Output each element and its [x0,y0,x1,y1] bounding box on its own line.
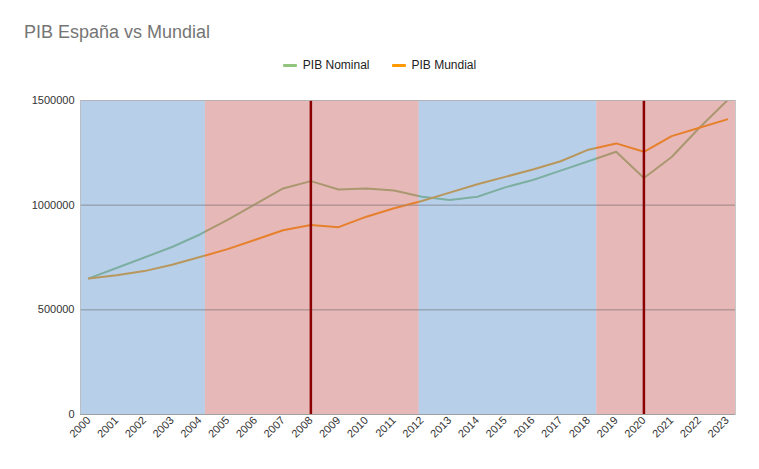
svg-text:2000: 2000 [67,414,93,440]
svg-text:2001: 2001 [95,414,121,440]
svg-text:500000: 500000 [38,303,75,315]
html-text:PIB Nominal: PIB Nominal [302,58,370,72]
svg-text:2015: 2015 [483,414,509,440]
svg-text:2014: 2014 [455,414,481,440]
svg-text:1000000: 1000000 [32,199,75,211]
svg-text:2019: 2019 [594,414,620,440]
svg-text:2006: 2006 [233,414,259,440]
svg-text:2005: 2005 [206,414,232,440]
svg-text:2002: 2002 [122,414,148,440]
svg-text:2010: 2010 [344,414,370,440]
svg-text:2008: 2008 [289,414,315,440]
svg-text:2022: 2022 [678,414,704,440]
svg-text:2020: 2020 [622,414,648,440]
svg-text:2023: 2023 [705,414,731,440]
svg-text:2003: 2003 [150,414,176,440]
svg-text:2009: 2009 [317,414,343,440]
svg-text:0: 0 [68,408,74,420]
svg-text:2013: 2013 [428,414,454,440]
svg-text:2011: 2011 [373,414,398,439]
svg-text:2017: 2017 [539,414,565,440]
svg-text:2007: 2007 [261,414,287,440]
svg-text:2004: 2004 [178,414,204,440]
svg-text:2016: 2016 [511,414,537,440]
svg-text:2021: 2021 [650,414,676,440]
html-text:PIB España vs Mundial: PIB España vs Mundial [24,22,211,42]
svg-text:2012: 2012 [400,414,426,440]
svg-text:1500000: 1500000 [32,94,75,106]
svg-text:2018: 2018 [567,414,593,440]
html-text:PIB Mundial: PIB Mundial [411,58,477,72]
